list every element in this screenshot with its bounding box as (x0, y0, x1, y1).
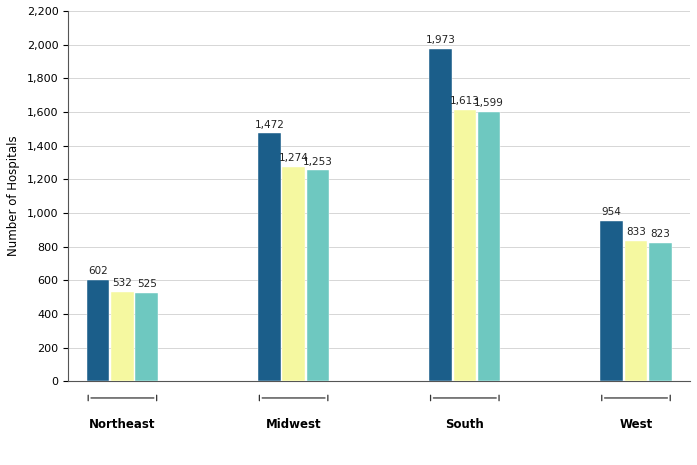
Bar (429, 49, 452, 381)
Text: 833: 833 (626, 227, 646, 237)
Y-axis label: Number of Hospitals: Number of Hospitals (7, 136, 20, 256)
Text: 1,274: 1,274 (279, 153, 309, 163)
Bar (454, 110, 476, 381)
Text: Midwest: Midwest (266, 418, 321, 432)
Text: 1,599: 1,599 (474, 99, 504, 108)
Text: 1,973: 1,973 (426, 35, 455, 46)
Bar (111, 292, 134, 381)
Text: 954: 954 (602, 207, 622, 217)
Text: South: South (445, 418, 484, 432)
Bar (625, 241, 648, 381)
Text: 1,472: 1,472 (254, 120, 284, 130)
Bar (87, 280, 109, 381)
Bar (135, 293, 158, 381)
Text: Northeast: Northeast (89, 418, 155, 432)
Text: 823: 823 (650, 229, 671, 239)
Bar (258, 133, 281, 381)
Text: 1,613: 1,613 (450, 96, 480, 106)
Text: 1,253: 1,253 (303, 157, 333, 166)
Bar (307, 170, 329, 381)
Legend: AHA, SID, KID: AHA, SID, KID (257, 462, 501, 465)
Bar (600, 221, 623, 381)
Text: West: West (620, 418, 652, 432)
Text: 532: 532 (112, 278, 132, 288)
Bar (282, 167, 305, 381)
Text: 602: 602 (89, 266, 108, 276)
Bar (478, 112, 500, 381)
Bar (649, 243, 672, 381)
Text: 525: 525 (137, 279, 157, 289)
